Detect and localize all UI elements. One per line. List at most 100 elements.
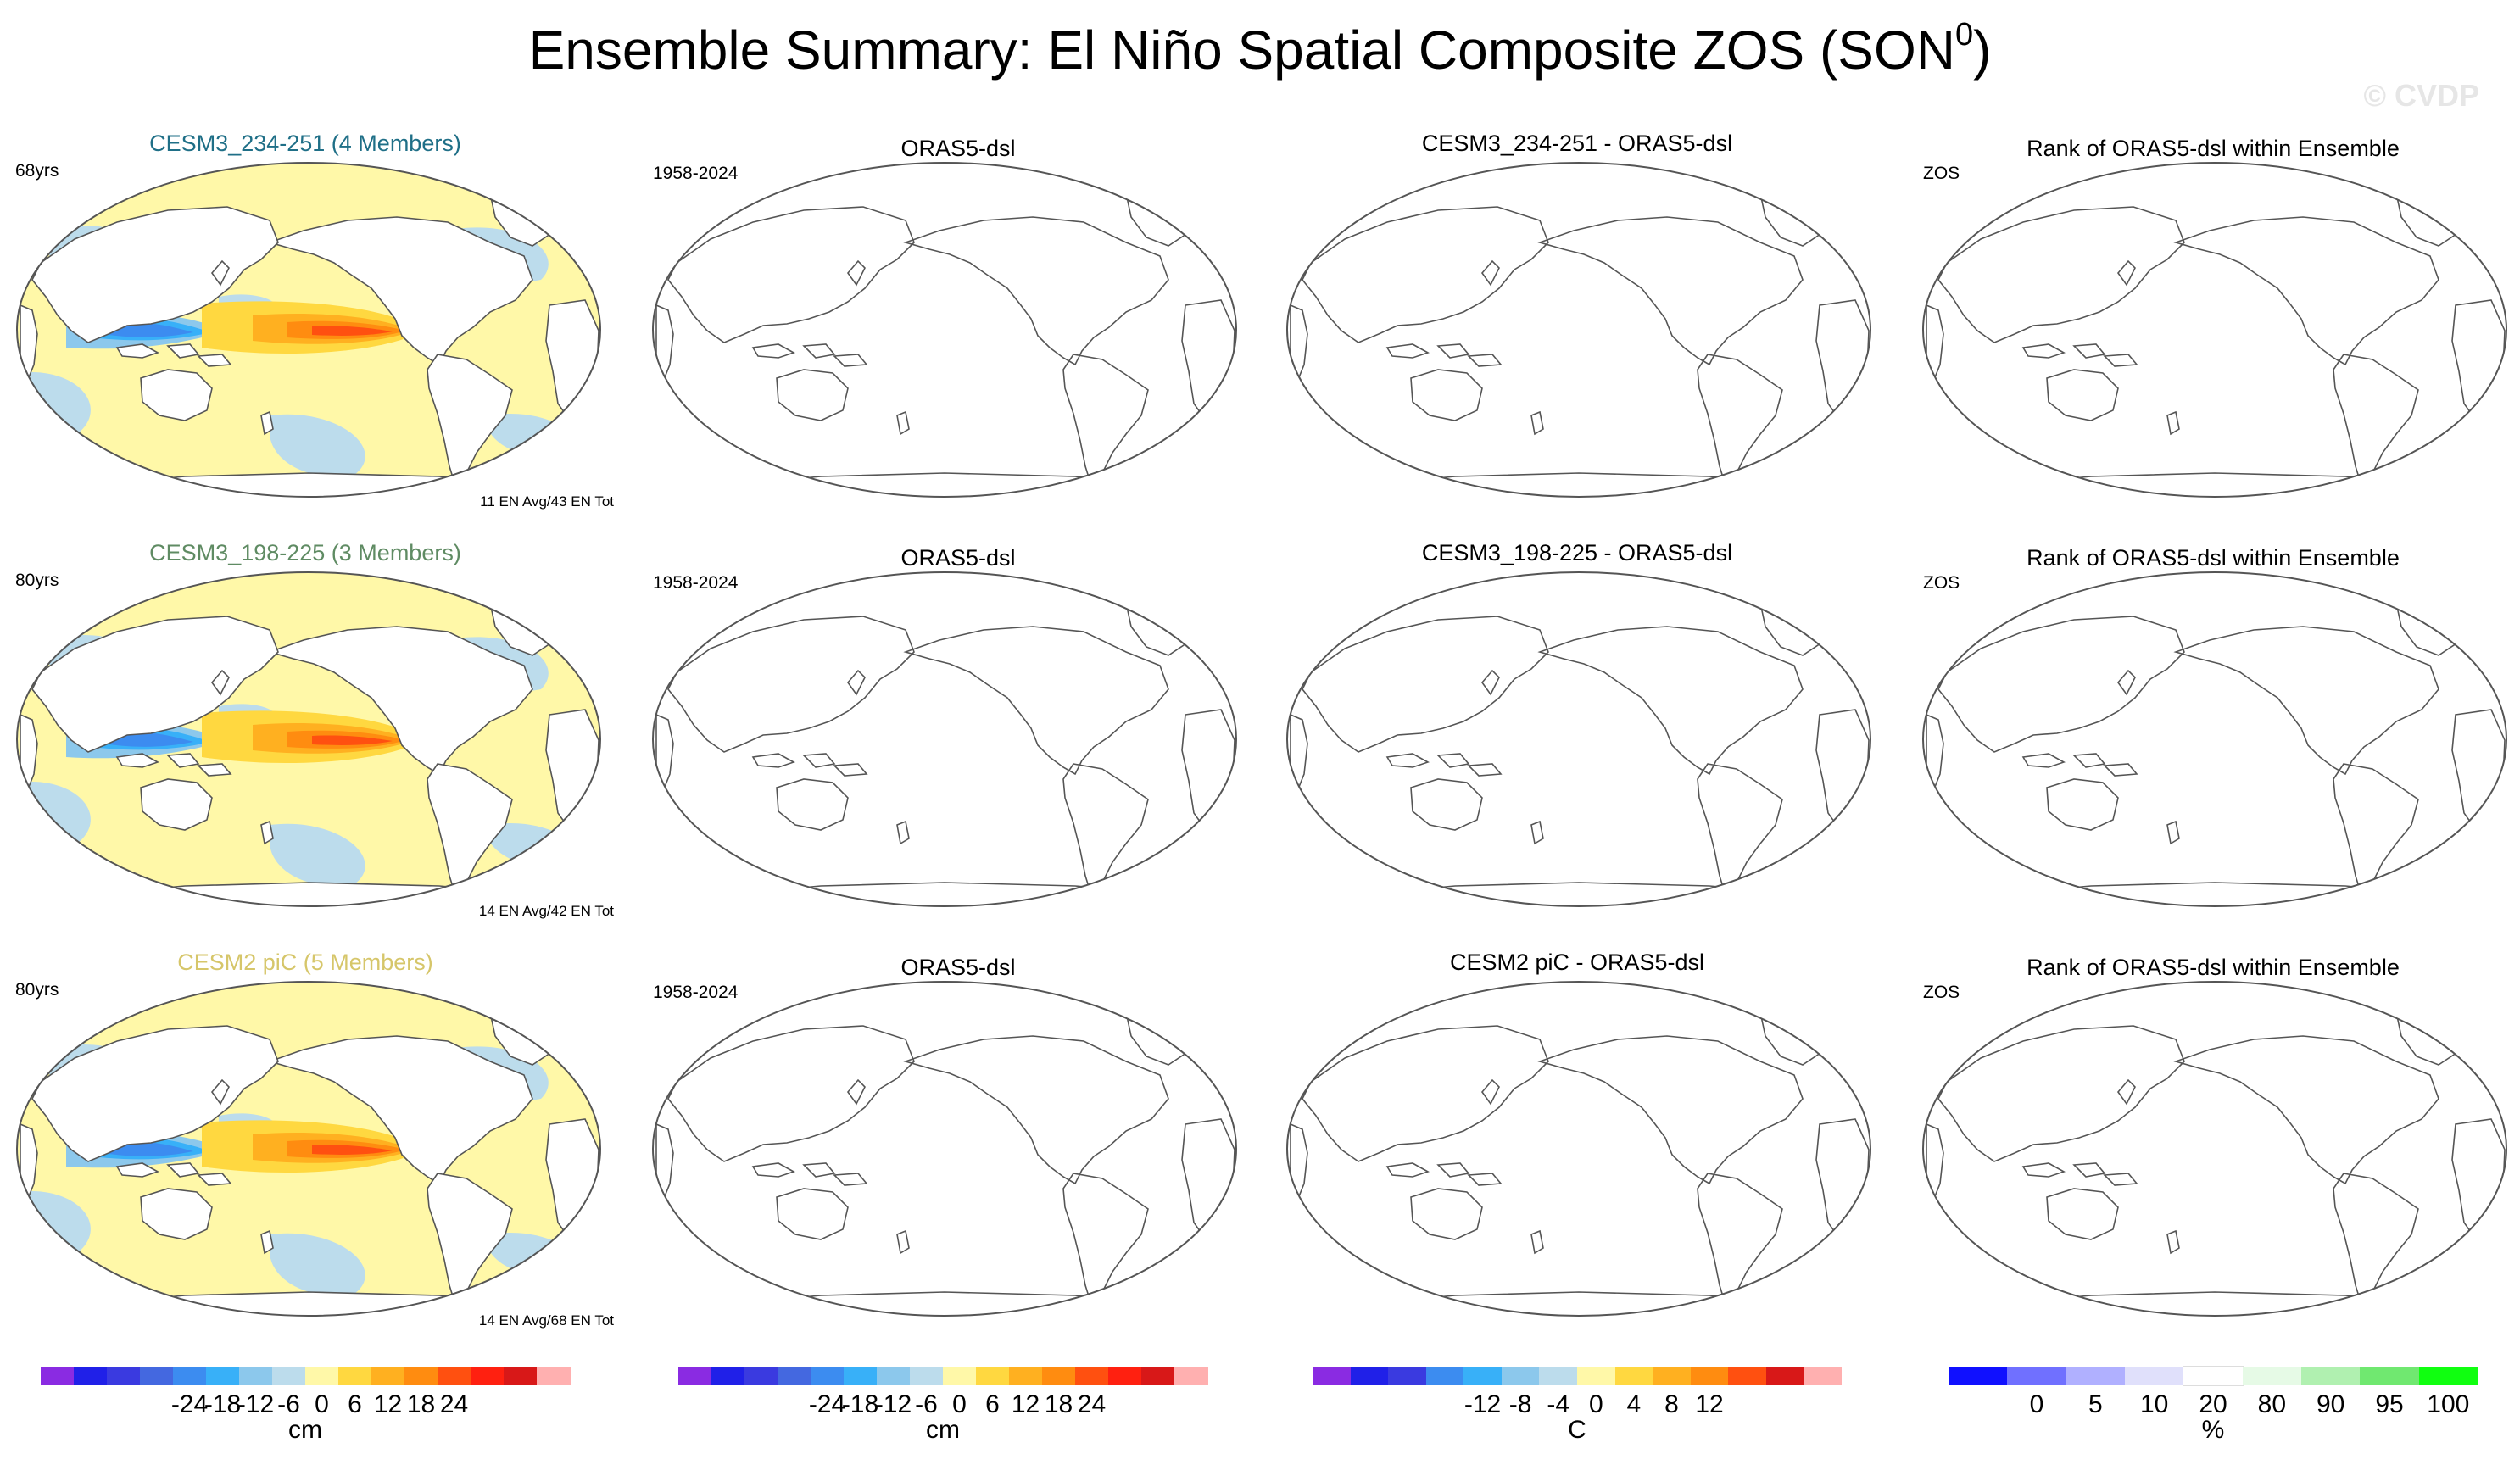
obs-panel-title-2: ORAS5-dsl [900, 545, 1016, 571]
africa-east-outline [1815, 299, 1870, 417]
new-guinea-outline [2103, 354, 2138, 367]
colorbar-tick-label: 24 [1077, 1390, 1107, 1418]
new-guinea-outline [2103, 1173, 2138, 1186]
new-zealand-outline [2166, 410, 2180, 436]
africa-east-outline [2451, 299, 2506, 417]
africa-west-outline [1290, 304, 1308, 383]
new-zealand-outline [260, 410, 274, 436]
indonesia-1-outline [2021, 343, 2066, 359]
new-guinea-outline [197, 354, 232, 367]
indonesia-2-outline [1436, 753, 1470, 768]
greenland-outline [1125, 1006, 1201, 1066]
africa-east-outline [2451, 1118, 2506, 1236]
japan-outline [846, 669, 866, 696]
colorbar-swatch [1614, 1367, 1653, 1385]
africa-west-outline [655, 1122, 674, 1202]
anomaly-contour-13 [312, 1145, 393, 1155]
africa-east-outline [1815, 1118, 1870, 1236]
colorbar-tick-label: -12 [874, 1390, 912, 1418]
japan-outline [2116, 669, 2136, 696]
obs-period-3: 1958-2024 [653, 983, 739, 1002]
colorbar-swatch [173, 1367, 207, 1385]
colorbar-swatch [41, 1367, 75, 1385]
new-guinea-outline [197, 763, 232, 777]
north-america-outline [903, 1035, 1169, 1185]
colorbar-rank: 0 5 10 20 80 90 95 100% [1949, 1366, 2478, 1444]
australia-outline [140, 369, 213, 421]
new-zealand-outline [896, 1229, 910, 1255]
colorbar-tick-label: 95 [2375, 1390, 2404, 1418]
greenland-outline [1125, 597, 1201, 656]
colorbar-swatch [272, 1367, 306, 1385]
obs-panel-title-1: ORAS5-dsl [900, 136, 1016, 161]
colorbar-swatch [1577, 1367, 1616, 1385]
colorbar-swatch [471, 1367, 505, 1385]
colorbar-swatch [2183, 1366, 2244, 1386]
colorbar-swatch [2007, 1367, 2067, 1385]
ensemble-years-1: 68yrs [15, 161, 59, 181]
colorbar-swatch [1075, 1367, 1109, 1385]
obs-map-1 [652, 162, 1237, 498]
new-guinea-outline [2103, 763, 2138, 777]
new-zealand-outline [1530, 820, 1544, 845]
ensemble-panel-title-2: CESM3_198-225 (3 Members) [149, 540, 461, 565]
rank-panel-title-2: Rank of ORAS5-dsl within Ensemble [2027, 545, 2400, 571]
anomaly-contour-3 [270, 1233, 365, 1295]
antarctica-outline [726, 472, 1170, 497]
diff-map-1 [1286, 162, 1871, 498]
colorbar-tick-label: -12 [237, 1390, 275, 1418]
asia-outline [31, 616, 279, 753]
colorbar-tick-label: -4 [1547, 1390, 1570, 1418]
greenland-outline [2395, 1006, 2472, 1066]
japan-outline [846, 259, 866, 287]
colorbar-swatch [140, 1367, 174, 1385]
map-border [1922, 981, 2507, 1317]
colorbar-swatch [943, 1367, 977, 1385]
colorbar-tick-label: 0 [2029, 1390, 2044, 1418]
rank-map-2 [1922, 571, 2507, 907]
asia-outline [667, 1025, 915, 1162]
africa-east-outline [1815, 709, 1870, 827]
colorbar-swatch [2125, 1367, 2184, 1385]
greenland-outline [1759, 1006, 1836, 1066]
colorbar-swatch [1765, 1367, 1804, 1385]
colorbar-swatch [1141, 1367, 1175, 1385]
asia-outline [1302, 616, 1549, 753]
anomaly-contour-9 [109, 322, 193, 337]
africa-west-outline [1926, 1122, 1944, 1202]
colorbar-unit: cm [288, 1416, 322, 1444]
anomaly-contour-3 [270, 823, 365, 886]
indonesia-1-outline [2021, 753, 2066, 768]
colorbar-tick-label: -24 [808, 1390, 846, 1418]
colorbar-tick-label: 0 [1588, 1390, 1603, 1418]
new-guinea-outline [1467, 354, 1503, 367]
colorbar-swatch [2066, 1367, 2126, 1385]
asia-outline [1937, 206, 2185, 343]
antarctica-outline [1996, 882, 2440, 906]
colorbar-swatch [504, 1367, 538, 1385]
colorbar-swatch [811, 1367, 845, 1385]
new-zealand-outline [260, 1229, 274, 1255]
north-america-outline [267, 1035, 533, 1185]
asia-outline [1302, 1025, 1549, 1162]
africa-west-outline [655, 304, 674, 383]
ensemble-panel-title-1: CESM3_234-251 (4 Members) [149, 131, 461, 156]
map-border [16, 162, 601, 498]
map-border [16, 571, 601, 907]
colorbar-tick-label: 12 [1011, 1390, 1040, 1418]
north-america-outline [1537, 1035, 1804, 1185]
asia-outline [1937, 1025, 2185, 1162]
australia-outline [140, 1188, 213, 1240]
colorbar-tick-label: 12 [1695, 1390, 1724, 1418]
colorbar-tick-label: -18 [203, 1390, 242, 1418]
rank-panel-title-3: Rank of ORAS5-dsl within Ensemble [2027, 955, 2400, 980]
japan-outline [210, 259, 230, 287]
map-border [1286, 162, 1871, 498]
obs-panel-title-3: ORAS5-dsl [900, 955, 1016, 980]
indonesia-2-outline [802, 1162, 836, 1178]
ensemble-years-2: 80yrs [15, 571, 59, 590]
colorbar-swatch [1009, 1367, 1043, 1385]
colorbar-swatch [1425, 1367, 1464, 1385]
new-zealand-outline [1530, 1229, 1544, 1255]
colorbar-swatch [2242, 1367, 2302, 1385]
